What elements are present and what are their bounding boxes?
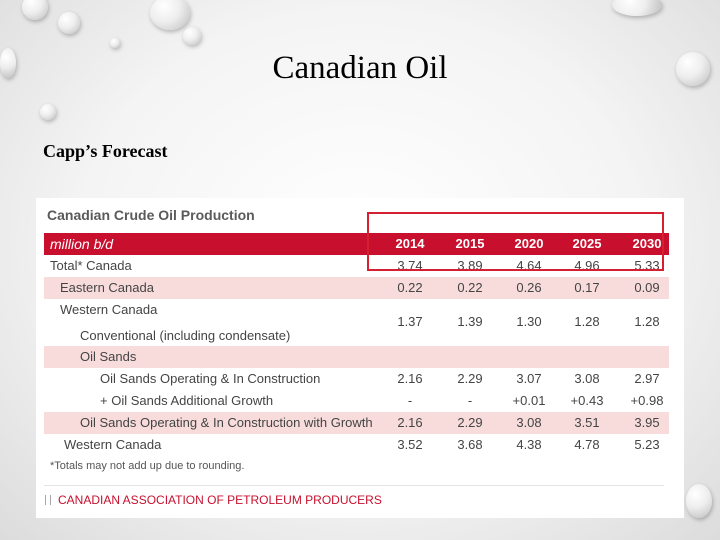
footer-divider	[44, 485, 664, 486]
table-row: Oil Sands Operating & In Construction 2.1…	[44, 368, 669, 390]
table-cell: -	[467, 393, 473, 408]
table-cell: 2030	[632, 236, 662, 251]
row-label: million b/d	[50, 236, 114, 252]
pause-icon	[45, 495, 51, 505]
table-cell: 5.23	[634, 437, 660, 452]
table-row: Western Canada 3.52 3.68 4.38 4.78 5.23	[44, 434, 669, 456]
water-drop-decoration	[612, 0, 662, 16]
table-row: Conventional (including condensate) 1.37 1…	[44, 314, 669, 345]
table-heading: Canadian Crude Oil Production	[47, 207, 255, 223]
water-drop-decoration	[40, 104, 56, 120]
table-cell: 0.22	[457, 280, 483, 295]
table-cell: 0.22	[397, 280, 423, 295]
rounding-note: *Totals may not add up due to rounding.	[50, 460, 245, 472]
row-label: Oil Sands Operating & In Construction wi…	[80, 415, 373, 430]
table-cell: 3.51	[574, 415, 600, 430]
table-cell: +0.43	[570, 393, 604, 408]
table-cell: 1.28	[634, 314, 660, 329]
table-cell: 3.95	[634, 415, 660, 430]
table-cell: 2015	[455, 236, 485, 251]
forecast-highlight-box	[367, 212, 664, 271]
row-label: Western Canada	[64, 437, 162, 452]
table-cell: 4.38	[516, 437, 542, 452]
water-drop-decoration	[0, 48, 16, 78]
table-cell: 3.08	[574, 371, 600, 386]
slide-subtitle: Capp’s Forecast	[43, 141, 168, 161]
source-label: CANADIAN ASSOCIATION OF PETROLEUM PRODUC…	[58, 493, 382, 507]
table-row: Oil Sands Operating & In Construction wi…	[44, 412, 669, 434]
table-cell: 2014	[395, 236, 425, 251]
water-drop-decoration	[686, 484, 712, 518]
table-cell: 0.09	[634, 280, 660, 295]
water-drop-decoration	[150, 0, 190, 30]
table-cell: 2.29	[457, 415, 483, 430]
slide-title: Canadian Oil	[272, 50, 448, 86]
table-header-row: million b/d 2014 2015 2020 2025 2030	[44, 233, 669, 255]
row-label: Eastern Canada	[60, 280, 154, 295]
table-row: Western Canada	[44, 299, 669, 321]
table-cell: 3.08	[516, 415, 542, 430]
table-cell: 2.16	[397, 415, 423, 430]
table-cell: 0.26	[516, 280, 542, 295]
table-row: Eastern Canada 0.22 0.22 0.26 0.17 0.09	[44, 277, 669, 299]
table-cell: 3.52	[397, 437, 423, 452]
table-cell: 3.68	[457, 437, 483, 452]
table-cell: 3.07	[516, 371, 542, 386]
table-cell: 1.28	[574, 314, 600, 329]
table-cell: +0.98	[630, 393, 664, 408]
table-row: + Oil Sands Additional Growth - - +0.01 +0.4…	[44, 390, 669, 412]
table-cell: +0.01	[512, 393, 546, 408]
water-drop-decoration	[183, 27, 201, 45]
table-cell: 0.17	[574, 280, 600, 295]
table-cell: 1.37	[397, 314, 423, 329]
table-cell: 1.39	[457, 314, 483, 329]
table-row: Oil Sands	[44, 346, 669, 368]
row-label: + Oil Sands Additional Growth	[100, 393, 274, 408]
water-drop-decoration	[110, 38, 120, 48]
table-cell: 2.16	[397, 371, 423, 386]
table-cell: 2025	[572, 236, 602, 251]
table-cell: -	[407, 393, 413, 408]
table-cell: 2020	[514, 236, 544, 251]
production-table-card: Canadian Crude Oil Production million b/…	[36, 198, 684, 518]
water-drop-decoration	[22, 0, 48, 20]
table-cell: 1.30	[516, 314, 542, 329]
water-drop-decoration	[58, 12, 80, 34]
row-label: Oil Sands Operating & In Construction	[100, 371, 321, 386]
table-cell: 2.29	[457, 371, 483, 386]
row-label: Western Canada	[60, 302, 158, 317]
row-label: Conventional (including condensate)	[80, 328, 291, 343]
table-cell: 4.78	[574, 437, 600, 452]
row-label: Oil Sands	[80, 349, 137, 364]
table-cell: 2.97	[634, 371, 660, 386]
row-label: Total* Canada	[50, 258, 132, 273]
water-drop-decoration	[676, 52, 710, 86]
